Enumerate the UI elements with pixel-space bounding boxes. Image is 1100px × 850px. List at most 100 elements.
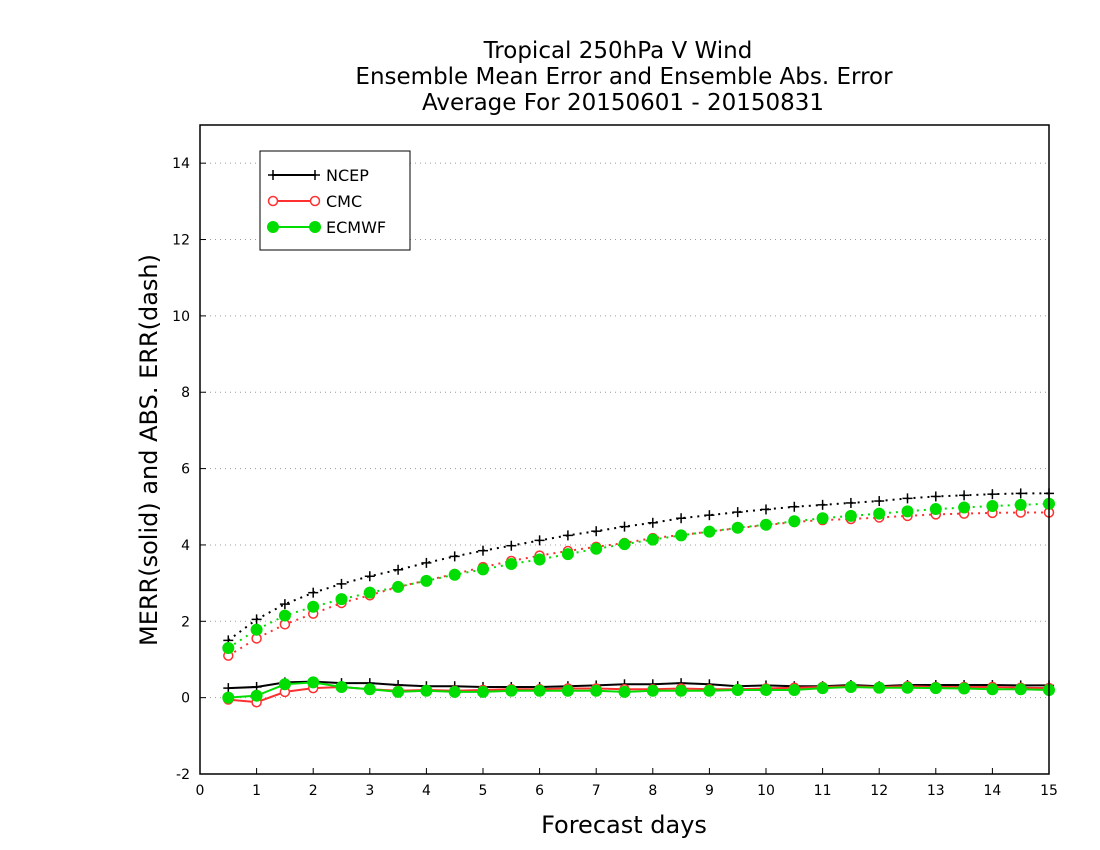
ecmwf-abs-err-point (420, 574, 433, 587)
ecmwf-merr-point (307, 676, 320, 689)
ecmwf-abs-err-point (986, 500, 999, 513)
ecmwf-merr-point (788, 684, 801, 697)
y-tick-label: 2 (181, 614, 190, 630)
ecmwf-abs-err-point (278, 609, 291, 622)
legend-marker-cmc (267, 195, 279, 207)
ecmwf-merr-point (958, 682, 971, 695)
ncep-abs-err-point (959, 490, 970, 501)
ecmwf-merr-point (448, 685, 461, 698)
ecmwf-merr-point (646, 684, 659, 697)
y-tick-label: 12 (172, 233, 190, 249)
ncep-abs-err-point (364, 571, 375, 582)
ncep-abs-err-point (930, 491, 941, 502)
ecmwf-merr-point (703, 684, 716, 697)
title-line-1: Tropical 250hPa V Wind (483, 38, 753, 64)
x-tick-label: 5 (479, 783, 488, 799)
ncep-abs-err-point (279, 599, 290, 610)
ecmwf-merr-point (901, 681, 914, 694)
ncep-abs-err-point (251, 614, 262, 625)
x-tick-label: 4 (422, 783, 431, 799)
ecmwf-merr-point (873, 681, 886, 694)
ncep-abs-err-point (393, 564, 404, 575)
x-axis-ticks: 0 1 2 3 4 5 6 7 8 9 10 11 12 13 14 15 (196, 768, 1058, 799)
ncep-abs-err-point (761, 504, 771, 515)
ecmwf-abs-err-line (227, 502, 1050, 649)
ecmwf-abs-err-point (533, 553, 546, 566)
series-ecmwf (222, 497, 1055, 704)
x-axis-title: Forecast days (541, 811, 707, 839)
ecmwf-merr-point (731, 684, 744, 697)
ecmwf-merr-point (222, 691, 235, 704)
legend-marker-ncep (268, 170, 278, 180)
ncep-abs-err-point (449, 551, 460, 562)
y-tick-label: 8 (181, 385, 190, 401)
legend-label-ecmwf: ECMWF (326, 218, 386, 237)
x-tick-label: 13 (927, 783, 945, 799)
ecmwf-merr-point (335, 680, 348, 693)
ncep-abs-err-point (647, 517, 658, 528)
x-tick-label: 14 (983, 783, 1001, 799)
ecmwf-abs-err-point (392, 580, 405, 593)
x-tick-label: 3 (365, 783, 374, 799)
legend-item-ecmwf: ECMWF (267, 218, 386, 237)
ecmwf-abs-err-point (590, 542, 603, 555)
ecmwf-merr-point (986, 683, 999, 696)
ecmwf-merr-point (675, 684, 688, 697)
ncep-abs-err-point (676, 513, 687, 524)
ecmwf-abs-err-point (873, 507, 886, 520)
x-tick-label: 11 (814, 783, 832, 799)
ncep-abs-err-point (874, 496, 885, 507)
ecmwf-abs-err-point (1014, 498, 1027, 511)
ecmwf-merr-point (420, 684, 433, 697)
ncep-abs-err-point (817, 499, 828, 510)
ecmwf-merr-point (618, 685, 631, 698)
y-tick-label: 10 (172, 309, 190, 325)
ncep-abs-err-point (732, 507, 743, 518)
ncep-abs-err-point (506, 540, 517, 551)
x-tick-label: 2 (309, 783, 318, 799)
ecmwf-merr-point (844, 680, 857, 693)
ecmwf-merr-point (816, 682, 829, 695)
y-tick-label: 4 (181, 538, 190, 554)
ecmwf-abs-err-point (477, 563, 489, 576)
ncep-abs-err-point (591, 526, 602, 537)
ecmwf-abs-err-point (448, 568, 461, 581)
y-axis-title: MERR(solid) and ABS. ERR(dash) (135, 254, 163, 646)
plot-frame (199, 124, 1050, 775)
ecmwf-abs-err-point (788, 515, 801, 528)
ncep-abs-err-point (902, 493, 913, 504)
ecmwf-abs-err-point (618, 538, 631, 551)
x-tick-label: 12 (870, 783, 888, 799)
ecmwf-abs-err-point (646, 533, 659, 546)
ecmwf-abs-err-point (250, 623, 263, 636)
ecmwf-merr-point (929, 682, 942, 695)
ecmwf-merr-point (1014, 683, 1027, 696)
ecmwf-abs-err-point (222, 642, 235, 655)
ncep-abs-err-point (336, 578, 347, 589)
ecmwf-abs-err-point (958, 501, 971, 514)
x-tick-label: 6 (535, 783, 544, 799)
ecmwf-abs-err-point (307, 600, 320, 613)
ncep-abs-err-point (987, 489, 998, 500)
ncep-abs-err-point (845, 497, 856, 508)
title-line-3: Average For 20150601 - 20150831 (422, 90, 824, 116)
series-layer (222, 488, 1055, 708)
ecmwf-abs-err-point (703, 525, 716, 538)
ecmwf-abs-err-point (816, 512, 829, 525)
ecmwf-merr-point (760, 684, 772, 697)
ecmwf-merr-point (363, 683, 376, 696)
ecmwf-merr-point (561, 684, 574, 697)
series-ncep (223, 488, 1054, 694)
series-cmc (223, 507, 1055, 708)
x-tick-label: 9 (705, 783, 714, 799)
ecmwf-abs-err-point (505, 558, 518, 571)
ecmwf-abs-err-point (731, 521, 744, 534)
legend: NCEP CMC ECMWF (259, 150, 411, 251)
x-tick-label: 0 (196, 783, 205, 799)
y-tick-label: 6 (181, 462, 190, 478)
ncep-abs-err-point (421, 557, 432, 568)
ecmwf-abs-err-point (901, 505, 914, 518)
ncep-abs-err-point (562, 530, 573, 541)
x-tick-label: 10 (757, 783, 775, 799)
